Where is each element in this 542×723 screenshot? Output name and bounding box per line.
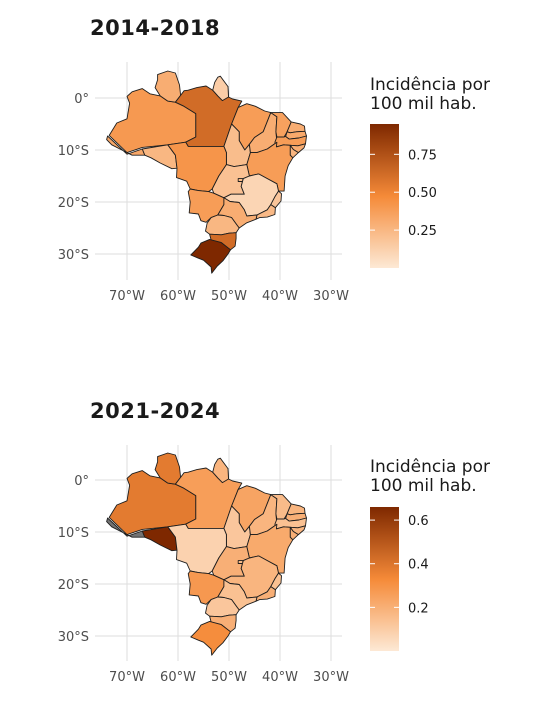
lon-tick-label: 70°W [109,289,145,304]
panel-title: 2014-2018 [90,16,221,40]
state-rj [255,204,276,220]
state-rs [190,238,231,274]
state-ac [106,135,146,156]
choropleth-map: 0° 10°S 20°S 30°S 70°W 60°W 50°W 40°W 30°W 0.6 0.4… [58,445,429,685]
panel-title: 2021-2024 [90,399,221,423]
state-ap [212,75,229,102]
lat-tick-label: 20°S [58,196,89,211]
map-panel-2: 2021-2024 0° 10°S 20°S 30°S 70°W 60°W 50°W 40°W… [0,383,542,723]
lon-tick-label: 30°W [313,289,349,304]
legend-tick-label: 0.6 [408,514,429,529]
lon-tick-label: 50°W [211,289,247,304]
lat-tick-label: 10°S [58,144,89,159]
legend-title-line1: Incidência por [370,457,490,477]
lat-tick-label: 20°S [58,578,89,593]
legend-colorbar [370,507,399,651]
lon-tick-label: 70°W [109,670,145,685]
state-ap [212,457,229,484]
choropleth-map: 0° 10°S 20°S 30°S 70°W 60°W 50°W 40°W 30°W 0.75 0.… [58,62,437,304]
legend-title-line1: Incidência por [370,75,490,95]
map-panel-1: 2014-2018 0° 10°S 20°S 30°S 70°W 60°W 50°W 40°W… [0,0,542,340]
lat-tick-label: 30°S [58,630,89,645]
lon-tick-label: 40°W [262,670,298,685]
legend-title-line2: 100 mil hab. [370,94,477,114]
lon-tick-label: 40°W [262,289,298,304]
lon-tick-label: 60°W [160,670,196,685]
state-df [237,560,244,564]
lat-tick-label: 10°S [58,526,89,541]
legend-title: Incidência por 100 mil hab. [370,458,490,496]
legend-tick-label: 0.50 [408,186,437,201]
lat-tick-label: 0° [74,474,89,489]
legend-tick-label: 0.2 [408,601,429,616]
lon-tick-label: 60°W [160,289,196,304]
state-rs [190,620,231,656]
state-df [237,178,244,182]
lon-tick-label: 30°W [313,670,349,685]
state-ac [106,517,146,538]
lon-tick-label: 50°W [211,670,247,685]
legend-tick-label: 0.75 [408,148,437,163]
legend-tick-label: 0.4 [408,558,429,573]
state-rj [255,586,276,602]
lat-tick-label: 30°S [58,248,89,263]
legend-tick-label: 0.25 [408,224,437,239]
legend-title: Incidência por 100 mil hab. [370,76,490,114]
legend-colorbar [370,124,399,268]
legend-title-line2: 100 mil hab. [370,476,477,496]
lat-tick-label: 0° [74,92,89,107]
